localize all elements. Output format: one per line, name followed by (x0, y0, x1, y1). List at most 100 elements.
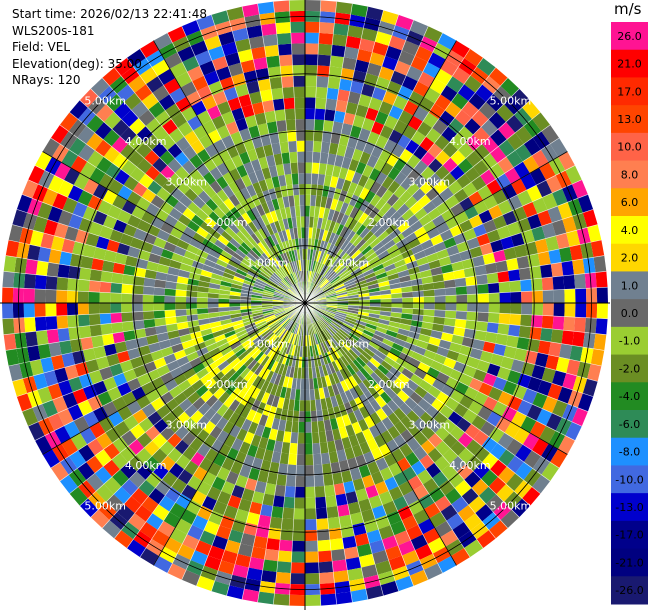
range-gate (293, 519, 305, 531)
range-gate (234, 177, 247, 191)
range-gate (337, 266, 348, 276)
range-gate (111, 136, 129, 154)
range-gate (353, 343, 364, 354)
ray-separator (288, 302, 306, 606)
range-gate (276, 313, 287, 321)
range-gate (340, 326, 351, 335)
range-gate (236, 364, 248, 376)
range-gate (226, 241, 238, 253)
range-gate (305, 540, 319, 552)
range-gate (141, 496, 159, 514)
range-gate (127, 246, 141, 259)
range-gate (432, 323, 444, 333)
range-gate (345, 491, 359, 505)
range-gate (271, 87, 284, 100)
range-gate (234, 415, 247, 429)
range-gate (196, 415, 210, 430)
range-gate (405, 214, 419, 227)
range-gate (426, 227, 440, 240)
range-gate (428, 486, 445, 503)
range-gate (572, 258, 585, 275)
range-gate (345, 557, 362, 571)
range-gate (347, 501, 362, 515)
range-gate (352, 477, 366, 492)
range-gate (486, 179, 502, 195)
range-gate (264, 548, 279, 562)
range-gate (409, 20, 429, 37)
range-gate (184, 404, 198, 418)
range-gate (380, 430, 394, 444)
range-gate (244, 477, 258, 492)
range-gate (80, 336, 94, 351)
range-gate (517, 190, 533, 207)
ray-separator (126, 302, 306, 549)
range-gate (305, 573, 320, 585)
range-gate (349, 206, 360, 219)
range-gate (484, 262, 498, 275)
range-gate (167, 329, 180, 340)
range-gate (181, 106, 197, 122)
range-gate (348, 332, 360, 342)
ray-separator (22, 194, 306, 304)
range-gate (211, 535, 229, 551)
range-gate (453, 269, 466, 280)
range-gate (547, 383, 563, 400)
range-gate (457, 504, 476, 522)
range-gate (294, 271, 300, 283)
range-gate (288, 195, 295, 207)
range-gate (464, 48, 484, 67)
range-gate (451, 92, 469, 110)
range-gate (294, 486, 305, 498)
range-gate (488, 386, 503, 402)
range-gate (331, 277, 342, 286)
range-gate (566, 359, 581, 376)
range-gate (64, 226, 79, 242)
range-gate (337, 237, 347, 249)
range-gate (291, 551, 305, 563)
colorbar-tick-label: 2.0 (621, 252, 639, 265)
range-gate (362, 215, 374, 228)
range-gate (288, 344, 294, 356)
range-gate (28, 165, 45, 185)
range-gate (370, 121, 385, 135)
ray-separator (50, 137, 306, 304)
range-gate (211, 55, 229, 71)
range-gate (313, 309, 323, 317)
range-gate (521, 291, 533, 303)
range-gate (461, 258, 475, 270)
range-gate (372, 550, 389, 565)
range-gate (222, 271, 235, 280)
range-gate (286, 464, 297, 476)
range-gate (257, 78, 272, 92)
ray-separator (304, 239, 602, 304)
range-gate (486, 229, 501, 243)
range-gate (421, 276, 434, 285)
range-gate (196, 14, 215, 31)
range-gate (280, 408, 289, 421)
range-gate (190, 40, 209, 56)
range-gate (310, 260, 314, 272)
range-gate (380, 580, 399, 596)
range-gate (62, 392, 78, 409)
range-gate (305, 508, 317, 520)
range-gate (50, 235, 65, 252)
range-gate (262, 189, 272, 202)
ray-separator (5, 255, 306, 304)
ray-separator (304, 57, 484, 304)
range-gate (486, 272, 499, 284)
range-gate (316, 332, 323, 344)
range-gate (377, 230, 390, 242)
range-gate (486, 494, 504, 513)
range-gate (308, 378, 315, 390)
range-gate (379, 254, 392, 264)
range-gate (179, 262, 192, 273)
range-gate (63, 420, 81, 439)
range-gate (229, 237, 241, 249)
range-gate (587, 363, 602, 382)
range-gate (344, 280, 356, 288)
range-gate (230, 206, 242, 219)
range-gate (164, 214, 178, 228)
colorbar-tick-label: -4.0 (619, 390, 640, 403)
range-gate (276, 269, 285, 279)
range-gate (232, 360, 244, 372)
